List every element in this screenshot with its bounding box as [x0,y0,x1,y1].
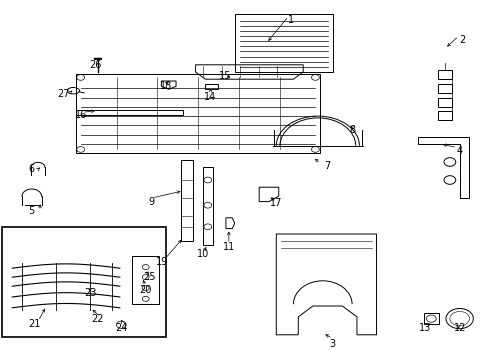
Bar [76,74,320,153]
Text: 3: 3 [329,339,335,349]
Text: 17: 17 [269,198,282,208]
Text: 6: 6 [29,164,35,174]
Text: 21: 21 [28,319,41,329]
Text: 26: 26 [89,60,102,70]
Text: 9: 9 [148,197,154,207]
Text: 16: 16 [74,110,87,120]
Text: 10: 10 [196,249,209,259]
Text: 19: 19 [156,257,168,267]
Text: 27: 27 [57,89,70,99]
Text: 15: 15 [218,71,231,81]
Bar [437,111,451,120]
Text: 18: 18 [160,81,172,91]
Text: 4: 4 [456,146,462,156]
Bar [234,14,332,72]
Text: 25: 25 [142,272,155,282]
Text: 1: 1 [287,15,293,25]
Text: 24: 24 [115,323,127,333]
Text: 23: 23 [84,288,97,298]
Bar [2,227,166,337]
Text: 14: 14 [203,92,216,102]
Bar [437,70,451,79]
Text: 5: 5 [29,206,35,216]
Text: 2: 2 [458,35,464,45]
Bar [437,98,451,107]
Bar [437,84,451,93]
Text: 8: 8 [348,125,354,135]
Bar [423,313,438,324]
Text: 22: 22 [91,314,104,324]
Text: 11: 11 [222,242,235,252]
Text: 12: 12 [452,323,465,333]
Text: 20: 20 [139,285,152,295]
Text: 13: 13 [418,323,431,333]
Text: 7: 7 [324,161,330,171]
Bar [132,256,159,304]
